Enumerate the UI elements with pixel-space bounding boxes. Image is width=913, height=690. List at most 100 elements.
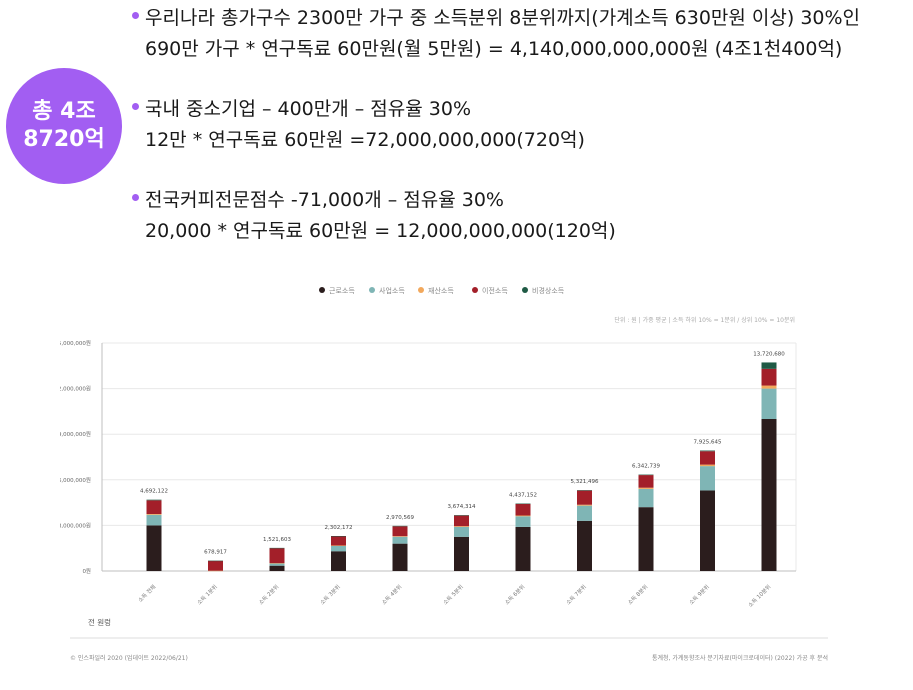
bar-segment-4-2 (392, 536, 408, 537)
legend-label-2: 재산소득 (428, 286, 454, 295)
legend-swatch-4 (522, 287, 528, 293)
bar-segment-3-4 (331, 536, 346, 537)
x-tick-label-8: 소득 8분위 (626, 583, 650, 607)
legend-swatch-3 (472, 287, 478, 293)
legend-swatch-2 (418, 287, 424, 293)
y-tick-label-0: 0원 (82, 567, 91, 575)
legend-label-0: 근로소득 (329, 287, 355, 295)
bar-segment-6-0 (515, 526, 531, 571)
bar-segment-5-2 (454, 526, 469, 527)
x-tick-label-1: 소득 1분위 (195, 583, 219, 607)
badge-line-2: 8720억 (23, 127, 105, 152)
bar-segment-4-0 (392, 543, 408, 571)
x-tick-label-5: 소득 5분위 (441, 583, 465, 607)
x-tick-label-6: 소득 6분위 (503, 583, 527, 607)
bar-segment-6-2 (515, 515, 531, 517)
bar-segment-5-3 (454, 515, 469, 527)
bar-segment-7-2 (577, 504, 592, 506)
bar-segment-3-2 (331, 545, 346, 546)
total-label-9: 7,925,645 (694, 440, 722, 446)
bar-segment-5-1 (454, 526, 469, 537)
y-tick-label-2: 6,000,000원 (60, 476, 91, 484)
bar-segment-0-3 (146, 500, 162, 514)
unit-note: 단위 : 원 | 가중 평균 | 소득 하위 10% = 1분위 / 상위 10… (614, 316, 795, 324)
x-tick-label-0: 소득 전체 (136, 583, 157, 604)
bar-segment-3-0 (331, 551, 346, 571)
total-label-10: 13,720,680 (753, 351, 785, 357)
y-tick-label-3: 9,000,000원 (60, 430, 91, 438)
bar-segment-0-0 (146, 525, 162, 571)
footer-left: © 인스파일러 2020 (업데이트 2022/06/21) (70, 654, 188, 662)
legend-swatch-0 (319, 287, 325, 293)
legend-label-1: 사업소득 (379, 286, 405, 295)
y-tick-label-1: 3,000,000원 (60, 521, 91, 529)
x-tick-label-2: 소득 2분위 (257, 583, 281, 607)
total-badge: 총 4조 8720억 (6, 68, 122, 184)
bullet-calc: 690만 가구 * 연구독료 60만원(월 5만원) = 4,140,000,0… (145, 38, 843, 60)
bar-segment-9-0 (700, 490, 715, 571)
bar-segment-6-4 (515, 503, 531, 505)
total-label-4: 2,970,569 (386, 515, 414, 521)
x-tick-label-9: 소득 9분위 (687, 583, 711, 607)
bar-segment-2-2 (269, 563, 285, 564)
bullet-text: 국내 중소기업 – 400만개 – 점유율 30% (145, 98, 472, 120)
bar-segment-10-2 (761, 385, 777, 389)
legend-label-4: 비경상소득 (532, 286, 565, 295)
bar-segment-0-4 (146, 499, 162, 501)
bar-segment-10-1 (761, 388, 777, 419)
bar-segment-9-3 (700, 451, 715, 465)
x-tick-label-10: 소득 10분위 (746, 583, 772, 609)
footer-right: 통계청, 가계동향조사 분기자료(마이크로데이터) (2022) 가공 후 분석 (652, 654, 828, 662)
bar-segment-2-1 (269, 563, 285, 566)
bullet-dot-icon (132, 103, 139, 110)
bar-segment-5-4 (454, 515, 469, 516)
total-label-3: 2,302,172 (325, 525, 353, 531)
x-tick-label-3: 소득 3분위 (318, 583, 342, 607)
bar-segment-3-1 (331, 545, 346, 552)
bar-segment-1-2 (208, 570, 223, 572)
bullet-dot-icon (132, 12, 139, 19)
legend-label-3: 이전소득 (482, 286, 508, 295)
bar-segment-8-3 (638, 475, 654, 488)
bullet-calc: 20,000 * 연구독료 60만원 = 12,000,000,000(120억… (145, 220, 616, 242)
bar-segment-7-1 (577, 505, 592, 521)
bar-segment-8-4 (638, 474, 654, 476)
bar-segment-4-1 (392, 536, 408, 544)
bullet-calc: 12만 * 연구독료 60만원 =72,000,000,000(720억) (145, 129, 585, 151)
bar-segment-0-2 (146, 514, 162, 515)
total-label-1: 678,917 (204, 550, 227, 556)
bar-segment-8-0 (638, 507, 654, 571)
bar-segment-10-4 (761, 362, 777, 369)
total-label-6: 4,437,152 (509, 493, 537, 499)
bar-segment-7-0 (577, 520, 592, 571)
legend-swatch-1 (369, 287, 375, 293)
bar-segment-6-3 (515, 503, 531, 516)
total-label-0: 4,692,122 (140, 489, 168, 495)
bar-segment-7-3 (577, 490, 592, 505)
bar-segment-8-2 (638, 487, 654, 489)
bar-segment-2-3 (269, 548, 285, 564)
bullet-text: 전국커피전문점수 -71,000개 – 점유율 30% (145, 189, 504, 211)
bar-segment-9-1 (700, 466, 715, 491)
y-tick-label-4: 12,000,000원 (60, 385, 91, 393)
x-tick-label-7: 소득 7분위 (564, 583, 588, 607)
bar-segment-9-2 (700, 464, 715, 467)
bar-segment-4-3 (392, 526, 408, 537)
bar-segment-10-0 (761, 419, 777, 571)
bullet-cafes: 전국커피전문점수 -71,000개 – 점유율 30% 20,000 * 연구독… (132, 185, 907, 247)
total-label-7: 5,321,496 (571, 479, 599, 485)
badge-line-1: 총 4조 (32, 99, 96, 124)
bar-segment-9-4 (700, 450, 715, 452)
bar-segment-4-4 (392, 525, 408, 527)
bullet-smes: 국내 중소기업 – 400만개 – 점유율 30% 12만 * 연구독료 60만… (132, 94, 907, 156)
bar-segment-8-1 (638, 488, 654, 508)
bullet-households: 우리나라 총가구수 2300만 가구 중 소득분위 8분위까지(가계소득 630… (132, 3, 907, 65)
bar-segment-0-1 (146, 514, 162, 526)
bullet-dot-icon (132, 194, 139, 201)
bar-segment-5-0 (454, 536, 469, 571)
bar-segment-1-3 (208, 560, 223, 571)
bullet-text: 우리나라 총가구수 2300만 가구 중 소득분위 8분위까지(가계소득 630… (145, 7, 861, 29)
bar-segment-6-1 (515, 516, 531, 527)
bar-segment-3-3 (331, 536, 346, 546)
